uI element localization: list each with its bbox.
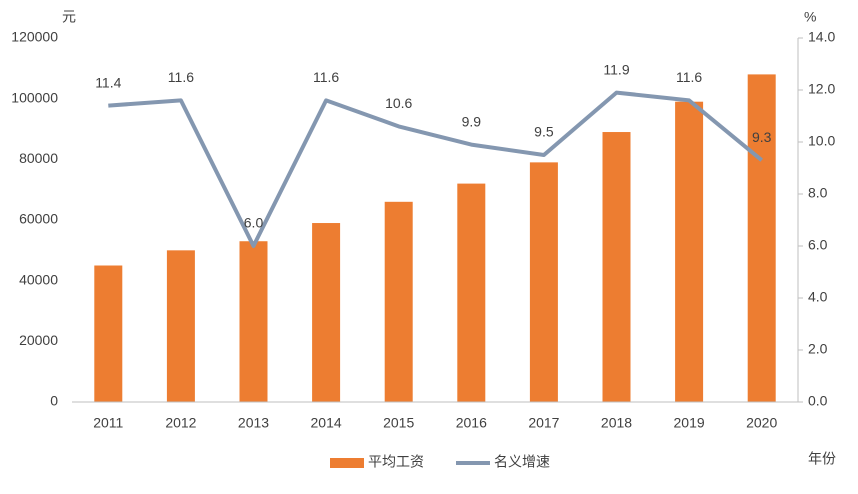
data-label: 9.5 bbox=[534, 124, 554, 140]
bar bbox=[239, 241, 268, 402]
bar bbox=[312, 223, 341, 402]
x-tick-label: 2018 bbox=[601, 415, 632, 431]
x-tick-label: 2017 bbox=[528, 415, 559, 431]
y-tick-label: 100000 bbox=[11, 89, 58, 105]
data-label: 10.6 bbox=[385, 95, 412, 111]
x-tick-label: 2020 bbox=[746, 415, 777, 431]
y2-tick-label: 8.0 bbox=[808, 185, 828, 201]
x-tick-label: 2016 bbox=[456, 415, 487, 431]
x-tick-label: 2011 bbox=[93, 415, 123, 431]
y-tick-label: 0 bbox=[50, 393, 58, 409]
x-tick-label: 2012 bbox=[165, 415, 196, 431]
x-tick-label: 2014 bbox=[311, 415, 342, 431]
y2-tick-label: 4.0 bbox=[808, 289, 828, 305]
data-label: 6.0 bbox=[244, 215, 264, 231]
y-tick-label: 40000 bbox=[19, 271, 58, 287]
bar bbox=[166, 250, 195, 402]
data-label: 11.9 bbox=[603, 61, 629, 77]
y2-axis-label: % bbox=[804, 9, 816, 25]
x-tick-label: 2015 bbox=[383, 415, 414, 431]
bar bbox=[94, 265, 123, 402]
bar bbox=[529, 162, 558, 402]
legend-label: 名义增速 bbox=[494, 454, 550, 470]
x-tick-label: 2019 bbox=[674, 415, 705, 431]
data-label: 11.6 bbox=[168, 69, 194, 85]
legend-swatch bbox=[330, 458, 364, 468]
y2-tick-label: 2.0 bbox=[808, 341, 828, 357]
y-tick-label: 20000 bbox=[19, 332, 58, 348]
data-label: 9.9 bbox=[462, 113, 482, 129]
data-label: 11.6 bbox=[676, 69, 702, 85]
x-tick-label: 2013 bbox=[238, 415, 269, 431]
x-axis-label: 年份 bbox=[808, 451, 836, 467]
y2-tick-label: 0.0 bbox=[808, 393, 828, 409]
bar bbox=[675, 101, 704, 402]
y-tick-label: 120000 bbox=[11, 29, 58, 45]
bar bbox=[457, 183, 486, 402]
y-tick-label: 60000 bbox=[19, 211, 58, 227]
data-label: 11.6 bbox=[313, 69, 339, 85]
bar bbox=[602, 132, 631, 403]
legend-label: 平均工资 bbox=[368, 454, 424, 470]
line-series bbox=[108, 90, 763, 248]
y2-tick-label: 14.0 bbox=[808, 29, 835, 45]
y2-tick-label: 10.0 bbox=[808, 133, 835, 149]
data-label: 11.4 bbox=[95, 74, 121, 90]
y2-tick-label: 12.0 bbox=[808, 81, 835, 97]
y-axis-label: 元 bbox=[62, 9, 76, 25]
y-tick-label: 80000 bbox=[19, 150, 58, 166]
y2-tick-label: 6.0 bbox=[808, 237, 828, 253]
bar bbox=[384, 201, 413, 402]
bar bbox=[747, 74, 776, 403]
data-label: 9.3 bbox=[752, 129, 772, 145]
